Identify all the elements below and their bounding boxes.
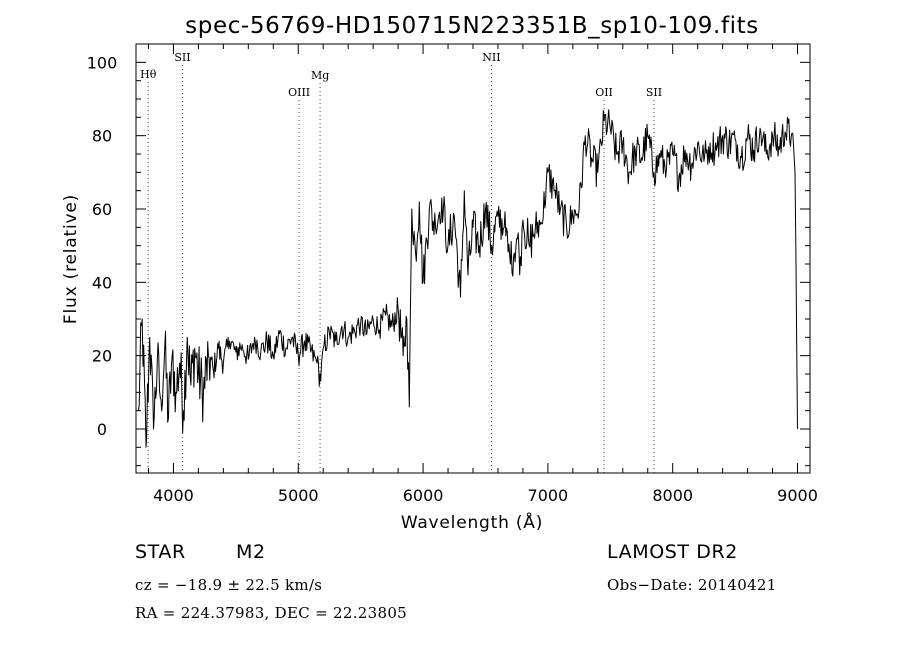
y-tick-label: 40 bbox=[92, 273, 112, 292]
chart-title: spec-56769-HD150715N223351B_sp10-109.fit… bbox=[185, 13, 759, 39]
x-tick-label: 9000 bbox=[777, 486, 818, 505]
object-subclass: M2 bbox=[236, 541, 266, 563]
x-tick-label: 7000 bbox=[528, 486, 569, 505]
y-tick-label: 100 bbox=[87, 53, 118, 72]
survey-name: LAMOST DR2 bbox=[607, 541, 738, 563]
y-tick-label: 0 bbox=[97, 420, 107, 439]
spectral-line-label: SII bbox=[174, 51, 190, 64]
plot-frame bbox=[135, 43, 811, 474]
spectral-line-label: SII bbox=[646, 86, 662, 99]
spectral-line-label: OII bbox=[595, 86, 613, 99]
object-class: STAR bbox=[135, 541, 186, 563]
spectral-line-label: Hθ bbox=[140, 68, 157, 81]
x-tick-label: 5000 bbox=[278, 486, 319, 505]
x-tick-label: 4000 bbox=[153, 486, 194, 505]
y-tick-label: 60 bbox=[92, 200, 112, 219]
y-axis-label: Flux (relative) bbox=[61, 194, 81, 324]
sky-coordinates: RA = 224.37983, DEC = 22.23805 bbox=[135, 604, 408, 622]
spectral-line-label: OIII bbox=[288, 86, 310, 99]
spectral-line-label: Mg bbox=[311, 69, 329, 82]
spectrum-line bbox=[138, 109, 798, 448]
y-tick-label: 80 bbox=[92, 127, 112, 146]
x-tick-label: 8000 bbox=[652, 486, 693, 505]
axis-ticks: 4000 5000 6000 7000 8000 9000 0 20 40 60 80 100 bbox=[87, 43, 818, 505]
x-axis-label: Wavelength (Å) bbox=[401, 511, 543, 533]
spectral-line-label: NII bbox=[482, 51, 500, 64]
redshift-velocity: cz = −18.9 ± 22.5 km/s bbox=[135, 576, 323, 594]
observation-date: Obs−Date: 20140421 bbox=[607, 576, 777, 594]
x-tick-label: 6000 bbox=[403, 486, 444, 505]
y-tick-label: 20 bbox=[92, 347, 112, 366]
